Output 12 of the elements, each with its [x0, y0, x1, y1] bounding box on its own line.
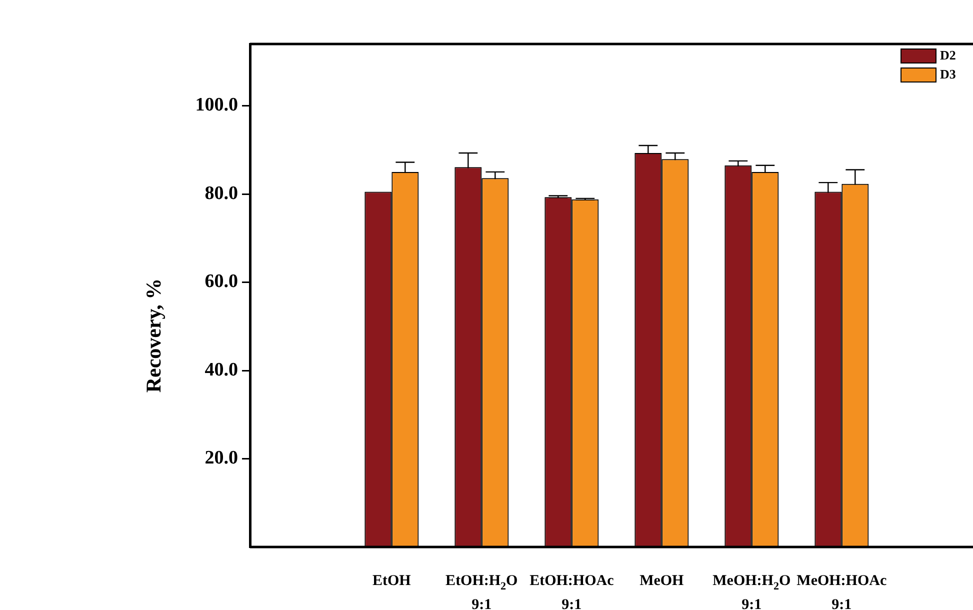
legend-label: D3: [940, 66, 956, 82]
legend-label: D2: [940, 47, 956, 62]
y-tick-label: 100.0: [195, 94, 238, 116]
x-tick-label: EtOH:HOAc 9:1: [530, 573, 614, 610]
x-tick-label: MeOH:HOAc 9:1: [796, 573, 887, 610]
x-tick-label: MeOH: [640, 573, 684, 589]
y-tick-label: 20.0: [204, 448, 238, 469]
y-tick-label: 40.0: [204, 359, 238, 380]
x-tick-label: EtOH: [372, 573, 412, 589]
y-tick-label: 80.0: [204, 182, 238, 204]
y-axis-title: Recovery, %: [141, 278, 166, 393]
y-tick-label: 60.0: [204, 271, 238, 292]
